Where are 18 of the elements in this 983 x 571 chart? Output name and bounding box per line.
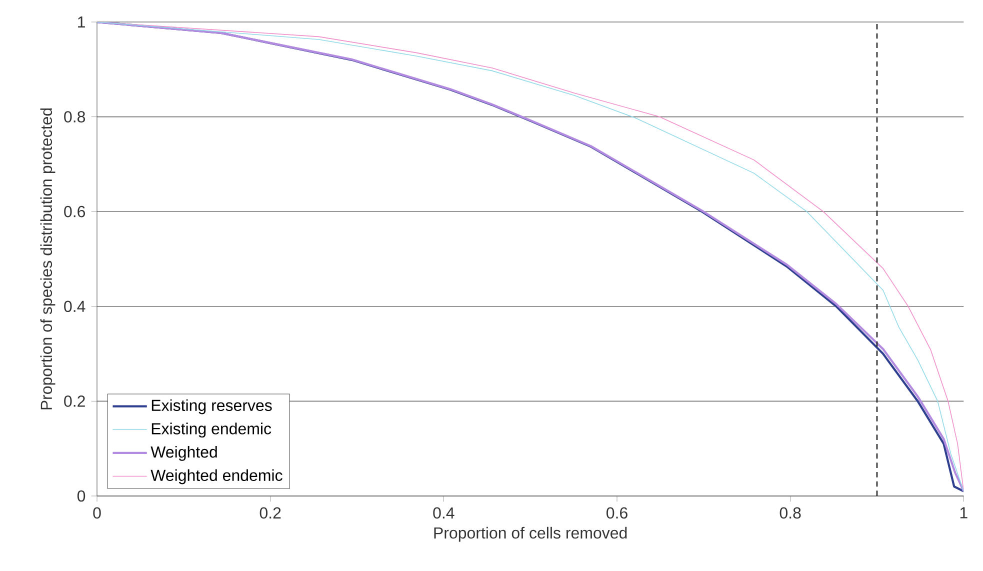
legend-label: Weighted endemic (150, 469, 282, 484)
y-tick-label: 0.6 (64, 206, 86, 218)
x-axis-title: Proportion of cells removed (434, 526, 627, 542)
y-tick-label: 0 (77, 490, 86, 502)
y-tick-label: 1 (78, 16, 85, 28)
y-axis-title: Proportion of species distribution protected (40, 108, 56, 410)
x-tick-label: 0 (93, 507, 101, 519)
x-tick-label: 1 (960, 507, 968, 518)
x-tick-label: 0.8 (780, 507, 801, 519)
x-tick-label: 0.6 (606, 507, 628, 519)
y-tick-label: 0.2 (64, 396, 85, 407)
y-tick-label: 0.4 (64, 300, 86, 312)
x-tick-label: 0.2 (260, 507, 281, 519)
legend-label: Existing endemic (152, 422, 272, 438)
x-tick-label: 0.4 (433, 507, 454, 519)
y-tick-label: 0.8 (64, 111, 86, 122)
legend-label: Existing reserves (152, 399, 272, 414)
legend-label: Weighted (150, 446, 217, 461)
